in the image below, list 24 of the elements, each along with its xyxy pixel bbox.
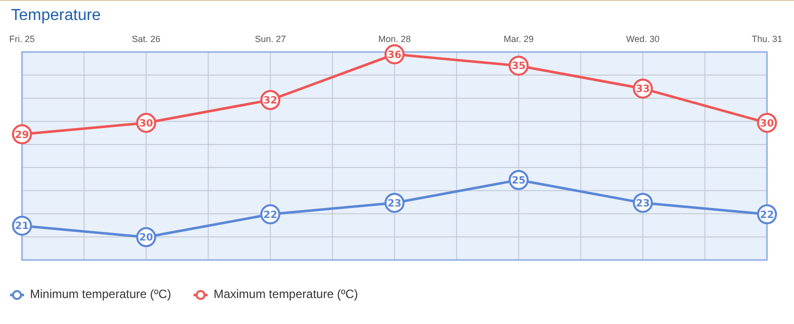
x-tick-label: Wed. 30 (626, 34, 660, 44)
x-tick-label: Sun. 27 (254, 34, 286, 44)
x-tick-label: Thu. 31 (752, 34, 782, 44)
data-label: 22 (760, 210, 774, 221)
x-tick-label: Mar. 29 (504, 34, 534, 44)
chart-title: Temperature (11, 7, 101, 24)
data-label: 23 (388, 198, 402, 210)
legend-label: Minimum temperature (ºC) (30, 287, 172, 301)
x-tick-label: Mon. 28 (378, 34, 411, 44)
data-label: 32 (263, 96, 278, 106)
data-label: 29 (15, 130, 29, 141)
data-label: 23 (636, 198, 650, 210)
x-tick-label: Sat. 26 (132, 34, 160, 44)
x-tick-label: Fri. 25 (9, 34, 35, 44)
data-label: 30 (139, 118, 154, 130)
data-label: 35 (512, 61, 526, 72)
legend-label: Maximum temperature (ºC) (214, 287, 358, 301)
data-label: 30 (760, 118, 774, 130)
data-label: 33 (636, 84, 650, 96)
data-label: 22 (263, 210, 278, 221)
data-label: 20 (139, 232, 154, 244)
data-label: 36 (388, 50, 402, 61)
data-label: 21 (15, 221, 29, 232)
data-label: 25 (512, 176, 526, 186)
